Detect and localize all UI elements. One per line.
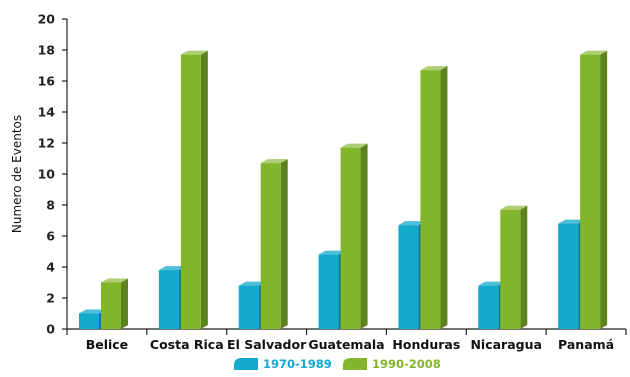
bar-top <box>398 221 426 226</box>
legend: 1970-1989 1990-2008 <box>234 357 441 371</box>
bar-front <box>101 282 121 329</box>
y-axis-title: Numero de Eventos <box>10 115 24 233</box>
x-axis-ticks <box>66 329 627 335</box>
bar-front <box>420 70 441 330</box>
bar <box>500 205 528 329</box>
bar-side <box>200 50 208 330</box>
bar-front <box>158 270 179 329</box>
y-tick-label: 8 <box>46 198 55 213</box>
y-tick-label: 16 <box>38 74 56 89</box>
bar-front <box>500 209 521 329</box>
bar <box>101 278 128 329</box>
y-tick-label: 2 <box>46 291 55 306</box>
bar <box>180 50 208 330</box>
x-tick-label: Nicaragua <box>470 337 541 352</box>
bar-top <box>500 205 528 210</box>
legend-label: 1970-1989 <box>263 357 332 371</box>
bar <box>260 159 288 329</box>
bar-top <box>420 66 448 71</box>
bar-side <box>121 278 128 329</box>
bar-side <box>360 143 368 329</box>
bar <box>340 143 368 329</box>
y-tick-label: 4 <box>46 260 55 275</box>
y-tick-label: 0 <box>46 322 55 337</box>
bar-top <box>478 281 506 286</box>
bar-side <box>520 205 528 329</box>
bar-top <box>180 50 208 55</box>
bar-top <box>238 281 266 286</box>
bar <box>420 66 448 330</box>
bar-front <box>398 225 419 329</box>
bar-front <box>180 54 201 330</box>
y-tick-label: 14 <box>38 105 56 120</box>
bar-top <box>318 250 346 255</box>
legend-item: 1990-2008 <box>343 357 441 371</box>
bar-front <box>580 54 601 330</box>
x-tick-label: Honduras <box>392 337 460 352</box>
bar-front <box>260 163 281 329</box>
x-tick-label: Guatemala <box>308 337 384 352</box>
bar-top <box>558 219 586 224</box>
bar <box>580 50 608 330</box>
bar-top <box>101 278 128 283</box>
legend-item: 1970-1989 <box>234 357 332 371</box>
y-tick-label: 10 <box>38 167 56 182</box>
bar-front <box>238 285 259 329</box>
legend-swatch <box>343 358 367 370</box>
bar-front <box>79 313 99 329</box>
bar-top <box>580 50 608 55</box>
x-tick-label: El Salvador <box>227 337 307 352</box>
legend-swatch <box>234 358 258 370</box>
x-tick-label: Belice <box>86 337 128 352</box>
bar-front <box>478 285 499 329</box>
y-tick-label: 12 <box>38 136 55 151</box>
bar-top <box>260 159 288 164</box>
bar-top <box>340 143 368 148</box>
bar-side <box>600 50 608 330</box>
y-tick-label: 20 <box>38 12 56 27</box>
bar-front <box>318 254 339 329</box>
bar-top <box>158 266 186 271</box>
bar-front <box>340 147 361 329</box>
bar-side <box>280 159 288 329</box>
y-axis-ticks: 0 2 4 6 8 10 12 14 16 18 20 <box>38 12 67 337</box>
x-tick-label: Panamá <box>558 337 614 352</box>
y-tick-label: 6 <box>46 229 55 244</box>
bars <box>79 50 608 330</box>
legend-label: 1990-2008 <box>372 357 441 371</box>
y-tick-label: 18 <box>38 43 55 58</box>
bar-front <box>558 223 579 329</box>
bar-top <box>79 309 106 314</box>
bar-side <box>440 66 448 330</box>
category-labels: Belice Costa Rica El Salvador Guatemala Hond… <box>86 337 614 352</box>
x-tick-label: Costa Rica <box>150 337 224 352</box>
